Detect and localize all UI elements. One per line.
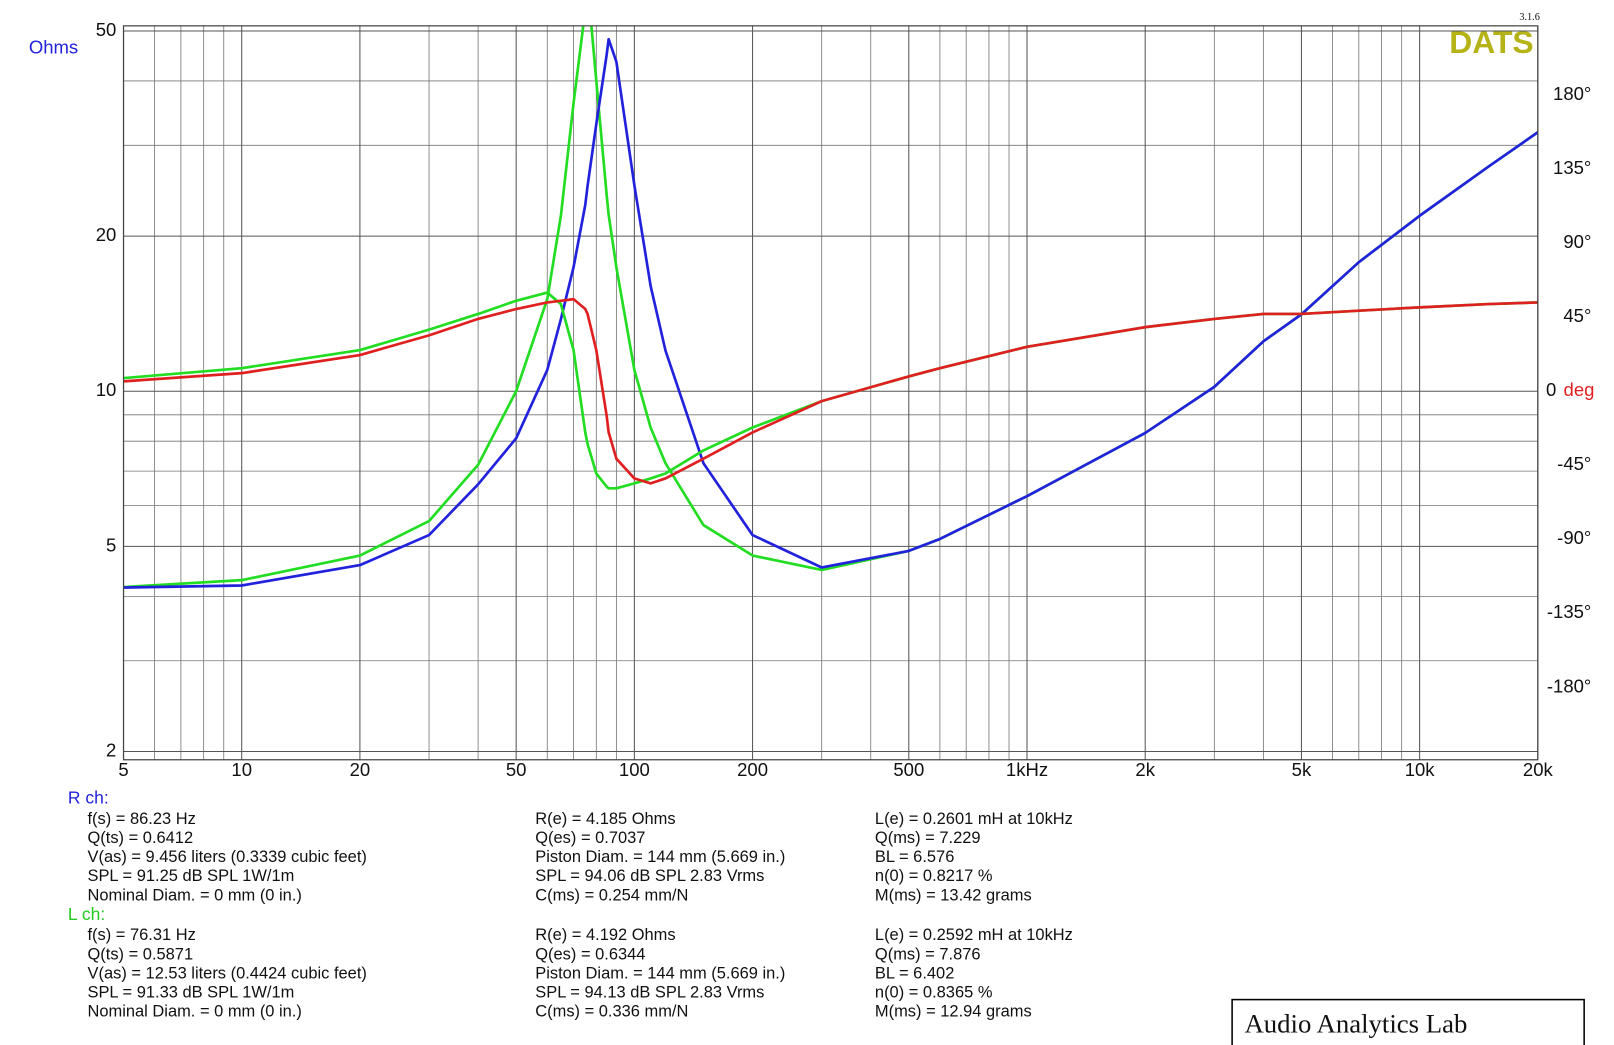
parameters: R ch:f(s) = 86.23 HzQ(ts) = 0.6412V(as) … (68, 788, 1073, 1021)
labels: 5 10 20 50 100 200 500 1kHz 2k 5k 10k 20k25102050-1… (96, 19, 1592, 780)
y-axis-label: Ohms (29, 36, 78, 57)
parameter: Q(es) = 0.6344 (535, 945, 645, 963)
x-tick-label: 20k (1523, 759, 1554, 780)
x-tick-label: 10k (1405, 759, 1436, 780)
parameter: Piston Diam. = 144 mm (5.669 in.) (535, 964, 785, 982)
parameter: C(ms) = 0.336 mm/N (535, 1003, 688, 1021)
parameter: SPL = 91.33 dB SPL 1W/1m (87, 984, 294, 1002)
x-tick-label: 5k (1292, 759, 1312, 780)
parameter: C(ms) = 0.254 mm/N (535, 886, 688, 904)
parameter: Nominal Diam. = 0 mm (0 in.) (87, 886, 301, 904)
phase-line (123, 297, 1538, 485)
version: 3.1.6 (1519, 12, 1540, 23)
x-tick-label: 50 (506, 759, 527, 780)
parameter: Q(ts) = 0.6412 (87, 829, 193, 847)
y-tick-label: 50 (96, 19, 117, 40)
parameter: n(0) = 0.8217 % (875, 867, 993, 885)
watermark: Audio Analytics Lab (1244, 1009, 1467, 1039)
y2-tick-label: 0 (1546, 379, 1556, 400)
y-tick-label: 2 (106, 739, 116, 760)
parameter: Q(ms) = 7.876 (875, 945, 981, 963)
impedance-line (123, 37, 1538, 589)
y-tick-label: 5 (106, 534, 116, 555)
y2-tick-label: 180° (1553, 83, 1591, 104)
x-tick-label: 10 (231, 759, 252, 780)
y2-tick-label: 135° (1553, 157, 1591, 178)
x-tick-label: 500 (893, 759, 924, 780)
y-tick-label: 10 (96, 379, 117, 400)
watermark-box (1231, 998, 1585, 1045)
x-tick-label: 5 (118, 759, 128, 780)
parameter: L(e) = 0.2592 mH at 10kHz (875, 926, 1073, 944)
parameter: Q(ts) = 0.5871 (87, 945, 193, 963)
channel-label: R ch: (68, 788, 109, 808)
y2-tick-label: -90° (1557, 527, 1591, 548)
parameter: f(s) = 86.23 Hz (87, 810, 195, 828)
x-tick-label: 20 (350, 759, 371, 780)
parameter: R(e) = 4.185 Ohms (535, 810, 675, 828)
parameter: BL = 6.576 (875, 848, 954, 866)
y-tick-label: 20 (96, 224, 117, 245)
y2-tick-label: -180° (1547, 675, 1591, 696)
parameter: M(ms) = 13.42 grams (875, 886, 1032, 904)
parameter: Q(ms) = 7.229 (875, 829, 981, 847)
parameter: SPL = 91.25 dB SPL 1W/1m (87, 867, 294, 885)
x-tick-label: 1kHz (1006, 759, 1048, 780)
parameter: Nominal Diam. = 0 mm (0 in.) (87, 1003, 301, 1021)
plot-frame (122, 25, 1539, 761)
x-tick-label: 200 (737, 759, 768, 780)
parameter: M(ms) = 12.94 grams (875, 1003, 1032, 1021)
x-tick-label: 2k (1135, 759, 1155, 780)
channel-label: L ch: (68, 904, 105, 924)
parameter: n(0) = 0.8365 % (875, 984, 993, 1002)
parameter: Q(es) = 0.7037 (535, 829, 645, 847)
parameter: L(e) = 0.2601 mH at 10kHz (875, 810, 1073, 828)
parameter: R(e) = 4.192 Ohms (535, 926, 675, 944)
parameter: BL = 6.402 (875, 964, 954, 982)
parameter: f(s) = 76.31 Hz (87, 926, 195, 944)
y2-tick-label: 45° (1563, 305, 1591, 326)
parameter: SPL = 94.06 dB SPL 2.83 Vrms (535, 867, 764, 885)
y2-tick-label: -45° (1557, 453, 1591, 474)
parameter: V(as) = 9.456 liters (0.3339 cubic feet) (87, 848, 366, 866)
parameter: V(as) = 12.53 liters (0.4424 cubic feet) (87, 964, 366, 982)
y2-tick-label: 90° (1563, 231, 1591, 252)
brand: DATS (1449, 24, 1533, 60)
x-tick-label: 100 (619, 759, 650, 780)
y2-tick-label: -135° (1547, 601, 1591, 622)
parameter: SPL = 94.13 dB SPL 2.83 Vrms (535, 984, 764, 1002)
plot-area (123, 25, 1538, 589)
parameter: Piston Diam. = 144 mm (5.669 in.) (535, 848, 785, 866)
y2-axis-label: deg (1564, 379, 1595, 400)
